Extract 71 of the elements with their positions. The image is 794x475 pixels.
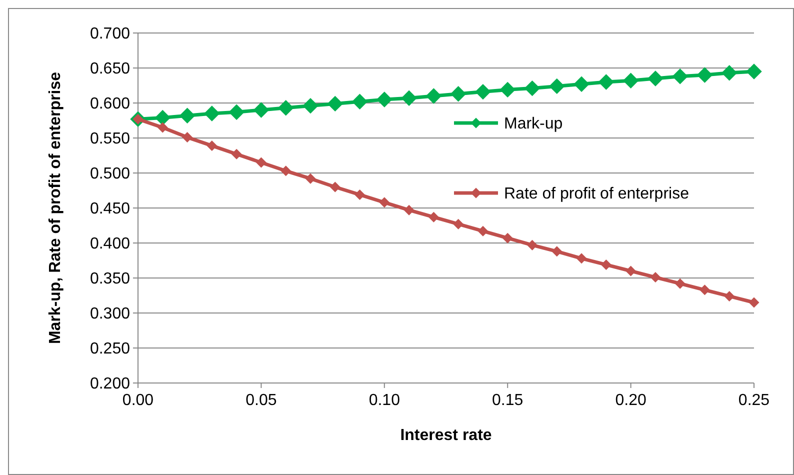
x-tick-label: 0.10 (368, 392, 400, 409)
point (327, 96, 343, 112)
y-tick-label: 0.550 (90, 130, 130, 148)
point (500, 82, 516, 98)
x-axis-title: Interest rate (400, 427, 492, 444)
y-tick-label: 0.250 (90, 340, 130, 358)
y-tick-label: 0.650 (90, 60, 130, 78)
point (228, 104, 244, 120)
point (376, 92, 392, 108)
point (204, 106, 220, 122)
point (524, 80, 540, 96)
y-axis-title: Mark-up, Rate of profit of enterprise (47, 72, 64, 344)
point (401, 90, 417, 106)
point (696, 67, 713, 83)
point (352, 94, 368, 110)
point (428, 212, 439, 222)
y-tick-label: 0.700 (90, 26, 130, 43)
point (699, 284, 710, 296)
x-tick-label: 0.15 (492, 392, 524, 409)
point (206, 140, 218, 151)
point (231, 148, 242, 160)
y-tick-label: 0.450 (90, 200, 130, 218)
point (650, 272, 661, 283)
point (598, 74, 614, 90)
point (453, 218, 464, 230)
point (256, 157, 266, 168)
y-tick-label: 0.400 (90, 236, 130, 253)
y-tick-label: 0.500 (90, 166, 130, 183)
y-tick-label: 0.200 (90, 376, 130, 393)
point (502, 232, 513, 244)
point (674, 278, 686, 289)
x-tick-label: 0.20 (615, 392, 646, 409)
point (746, 64, 762, 80)
point (648, 70, 664, 86)
point (626, 266, 636, 276)
point (426, 88, 442, 104)
point (305, 173, 316, 184)
point (672, 68, 688, 84)
point (478, 226, 488, 236)
point (574, 76, 590, 92)
point (724, 290, 735, 302)
point (278, 100, 294, 116)
y-tick-label: 0.600 (90, 96, 130, 113)
x-tick-label: 0.05 (246, 392, 277, 409)
point (527, 240, 538, 250)
point (404, 204, 414, 216)
x-tick-label: 0.00 (122, 392, 154, 409)
x-tick-label: 0.25 (738, 392, 770, 409)
point (722, 65, 738, 81)
point (182, 132, 193, 143)
point (450, 86, 466, 102)
legend-label: Rate of profit of enterprise (504, 186, 690, 203)
point (622, 72, 639, 88)
y-tick-label: 0.300 (90, 306, 130, 323)
point (302, 98, 318, 114)
point (475, 84, 491, 100)
point (600, 259, 612, 270)
point (748, 297, 760, 308)
point (330, 182, 340, 192)
point (154, 110, 170, 126)
y-tick-label: 0.350 (90, 270, 130, 288)
point (552, 246, 562, 257)
point (280, 166, 292, 176)
legend-label: Mark-up (504, 116, 563, 133)
point (576, 253, 587, 264)
point (253, 102, 270, 118)
point (549, 78, 565, 94)
point (179, 108, 196, 124)
point (157, 122, 168, 133)
point (379, 197, 390, 208)
point (354, 189, 365, 200)
